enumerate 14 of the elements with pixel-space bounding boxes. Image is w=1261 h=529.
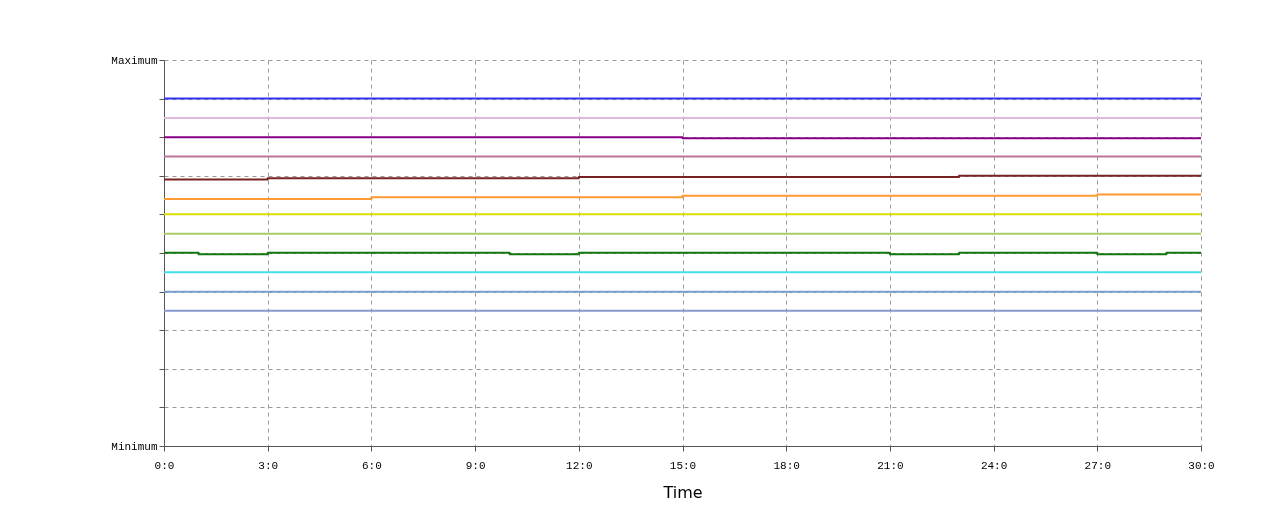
x-axis-title: Time <box>662 482 703 502</box>
x-tick-label: 30:0 <box>1188 459 1215 472</box>
x-tick-label: 0:0 <box>154 459 175 472</box>
x-tick-label: 12:0 <box>566 459 593 472</box>
x-tick-label: 9:0 <box>465 459 486 472</box>
x-tick-label: 21:0 <box>877 459 904 472</box>
text: Maximum <box>111 54 158 67</box>
x-tick-label: 6:0 <box>361 459 382 472</box>
x-tick-label: 24:0 <box>980 459 1008 472</box>
x-tick-label: 18:0 <box>773 459 800 472</box>
x-tick-label: 27:0 <box>1084 459 1111 472</box>
x-tick-label: 15:0 <box>669 459 697 472</box>
x-tick-label: 3:0 <box>258 459 279 472</box>
text: Minimum <box>111 440 158 453</box>
